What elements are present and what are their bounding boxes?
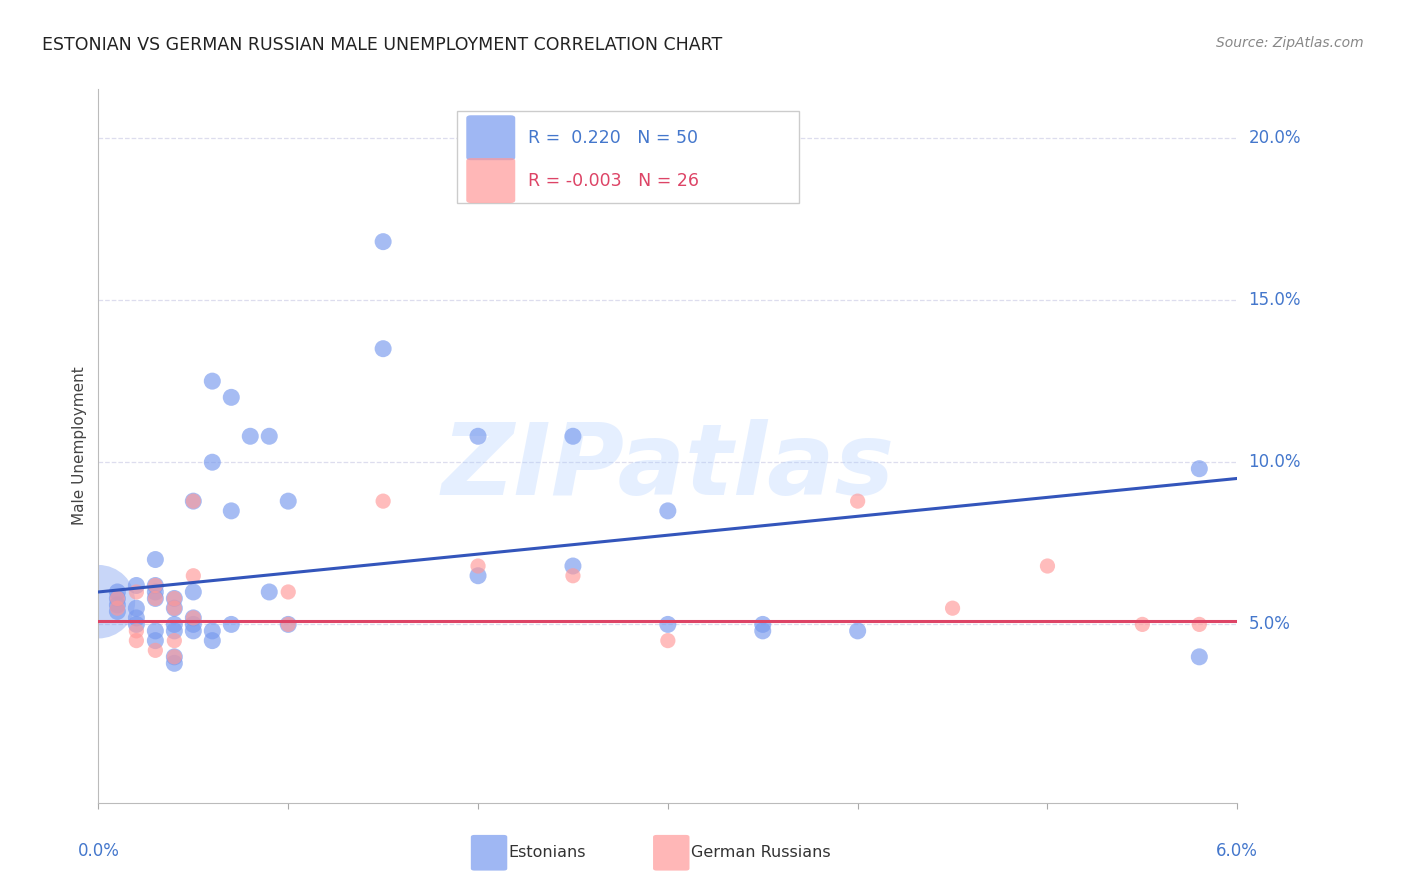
Point [145,643,167,657]
Point [183,611,205,625]
Point [1188,461,1211,475]
Point [107,591,129,606]
Point [163,591,186,606]
Point [163,601,186,615]
Point [163,601,186,615]
Point [125,585,148,599]
Point [107,604,129,618]
Point [87,595,110,609]
Point [145,624,167,638]
Point [145,633,167,648]
Point [1036,559,1059,574]
Point [657,617,679,632]
Point [125,578,148,592]
Point [183,568,205,582]
Point [125,617,148,632]
Point [201,455,224,469]
Point [201,633,224,648]
Point [163,649,186,664]
Point [371,342,394,356]
Point [657,633,679,648]
Point [107,598,129,612]
Y-axis label: Male Unemployment: Male Unemployment [72,367,87,525]
Point [1188,649,1211,664]
Text: 5.0%: 5.0% [1249,615,1291,633]
Point [125,633,148,648]
Text: 0.0%: 0.0% [77,842,120,860]
Point [107,601,129,615]
Text: 6.0%: 6.0% [1216,842,1258,860]
Point [942,601,965,615]
Point [467,429,489,443]
Point [183,611,205,625]
Point [467,568,489,582]
Point [752,617,775,632]
Point [277,494,299,508]
Point [201,374,224,388]
Point [467,559,489,574]
Point [562,568,585,582]
Point [145,591,167,606]
Point [125,611,148,625]
Point [752,624,775,638]
Point [1188,617,1211,632]
FancyBboxPatch shape [471,835,508,871]
Point [239,429,262,443]
Point [371,494,394,508]
Point [183,494,205,508]
FancyBboxPatch shape [652,835,689,871]
Point [371,235,394,249]
Point [145,591,167,606]
FancyBboxPatch shape [457,111,799,203]
Point [125,624,148,638]
Text: R =  0.220   N = 50: R = 0.220 N = 50 [527,128,697,146]
Point [163,624,186,638]
Point [145,585,167,599]
Point [846,624,869,638]
Point [221,390,243,404]
Point [562,429,585,443]
Point [1132,617,1154,632]
Point [259,585,281,599]
Point [183,585,205,599]
Text: ESTONIAN VS GERMAN RUSSIAN MALE UNEMPLOYMENT CORRELATION CHART: ESTONIAN VS GERMAN RUSSIAN MALE UNEMPLOY… [42,36,723,54]
FancyBboxPatch shape [467,115,515,161]
Point [277,617,299,632]
Point [163,649,186,664]
Text: German Russians: German Russians [690,846,831,860]
Text: ZIPatlas: ZIPatlas [441,419,894,516]
Point [145,552,167,566]
Point [277,585,299,599]
Point [145,578,167,592]
Point [183,494,205,508]
Text: R = -0.003   N = 26: R = -0.003 N = 26 [527,171,699,189]
Point [259,429,281,443]
Point [107,585,129,599]
Text: Estonians: Estonians [509,846,586,860]
Point [277,617,299,632]
Point [201,624,224,638]
Point [163,617,186,632]
Point [183,617,205,632]
Text: 15.0%: 15.0% [1249,291,1301,309]
Point [163,633,186,648]
Point [125,601,148,615]
Point [107,591,129,606]
Point [221,504,243,518]
Point [163,657,186,671]
Point [221,617,243,632]
Text: Source: ZipAtlas.com: Source: ZipAtlas.com [1216,36,1364,50]
FancyBboxPatch shape [467,158,515,203]
Point [183,624,205,638]
Text: 10.0%: 10.0% [1249,453,1301,471]
Point [846,494,869,508]
Point [145,578,167,592]
Point [562,559,585,574]
Point [657,504,679,518]
Text: 20.0%: 20.0% [1249,128,1301,147]
Point [163,591,186,606]
